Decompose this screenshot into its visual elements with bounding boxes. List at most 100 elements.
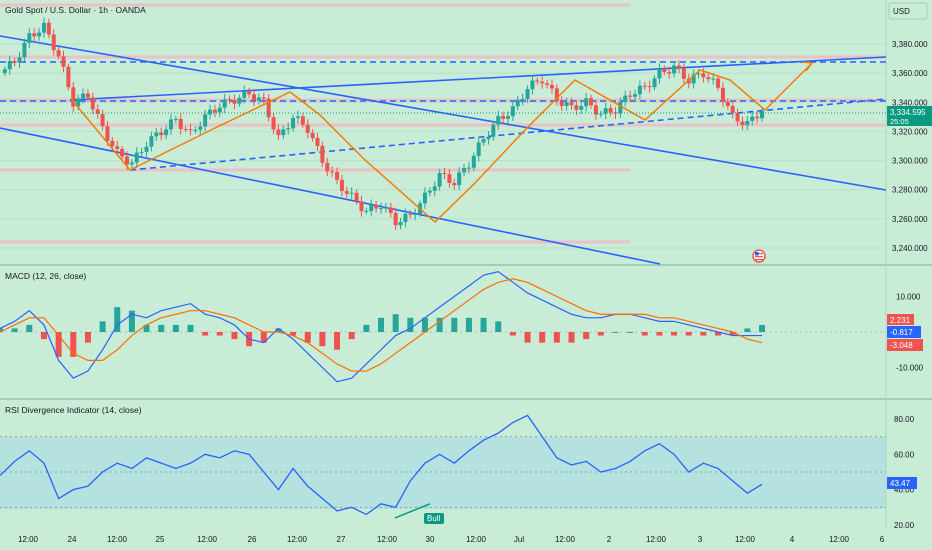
candle-body [310, 132, 315, 138]
symbol-title[interactable]: Gold Spot / U.S. Dollar · 1h · OANDA [5, 5, 146, 15]
candle-body [481, 139, 486, 143]
candle-body [535, 80, 540, 82]
macd-histogram-bar [40, 332, 47, 340]
x-axis-ticks: 12:00 24 12:00 25 12:00 26 12:00 27 12:00 30 12:00… [18, 535, 885, 544]
candle-body [2, 69, 7, 74]
price-tick-label: 3,340.000 [892, 98, 928, 107]
candle-body [173, 118, 178, 120]
candle-body [90, 97, 95, 110]
price-tick-label: 3,380.000 [892, 40, 928, 49]
candle-body [374, 204, 379, 209]
candle-body [183, 128, 188, 130]
candle-body [564, 102, 569, 106]
candle-body [115, 146, 120, 149]
macd-histogram-bar [84, 332, 91, 343]
candle-body [496, 115, 501, 125]
macd-histogram-bar [378, 317, 384, 332]
macd-histogram-bar [187, 324, 194, 332]
candle-body [61, 56, 66, 67]
candle-body [545, 83, 550, 85]
pink-zone [0, 55, 886, 59]
macd-histogram-bar [553, 332, 560, 343]
candle-body [642, 85, 647, 87]
candle-body [232, 99, 237, 104]
macd-histogram-bar [671, 332, 678, 336]
candle-body [628, 95, 633, 97]
candle-body [37, 32, 42, 37]
macd-histogram-bar [627, 332, 634, 333]
candle-body [17, 57, 22, 63]
candle-body [242, 91, 247, 98]
candle-body [27, 33, 32, 43]
candle-body [403, 213, 408, 223]
currency-button[interactable] [888, 2, 928, 20]
price-axis-bg [886, 0, 932, 550]
pink-zone [0, 98, 886, 102]
orange-zigzag [71, 61, 814, 224]
trend-line [0, 127, 661, 265]
us-flag-icon[interactable] [752, 249, 766, 263]
candle-body [330, 171, 335, 173]
time-tick-label: 27 [337, 535, 346, 544]
time-tick-label: 30 [426, 535, 435, 544]
candle-body [76, 98, 81, 107]
candle-body [178, 118, 183, 129]
candle-body [22, 42, 27, 58]
candle-body [422, 192, 427, 204]
macd-histogram-bar [0, 328, 3, 332]
macd-histogram-bar [55, 332, 62, 357]
candle-body [188, 129, 193, 131]
macd-line-value: -0.817 [890, 328, 913, 337]
macd-title[interactable]: MACD (12, 26, close) [5, 271, 86, 281]
candle-body [81, 93, 86, 99]
candle-body [212, 109, 217, 113]
pink-zone [0, 3, 630, 7]
candle-body [344, 191, 349, 194]
candle-body [525, 89, 530, 99]
macd-histogram-bar [480, 317, 487, 332]
candle-body [559, 101, 564, 106]
bull-label: Bull [427, 514, 441, 523]
macd-histogram-bar [143, 324, 150, 332]
candle-body [569, 102, 574, 106]
candle-body [66, 66, 71, 88]
candle-body [295, 116, 300, 118]
rsi-value-tag [887, 477, 917, 489]
candle-body [427, 190, 432, 193]
candle-body [584, 98, 589, 107]
candle-body [276, 129, 281, 136]
price-tick-label: 3,320.000 [892, 127, 928, 136]
candle-body [530, 80, 535, 90]
candle-body [730, 105, 735, 113]
macd-histogram-bar [260, 332, 267, 343]
candle-body [681, 67, 686, 79]
candle-body [335, 171, 340, 180]
candle-body [164, 129, 169, 136]
candle-body [198, 126, 203, 130]
rsi-series [0, 414, 763, 519]
candle-body [100, 113, 105, 127]
candle-body [325, 162, 330, 172]
macd-histogram-bar [524, 332, 531, 343]
time-tick-label: 25 [156, 535, 165, 544]
time-tick-label: 12:00 [197, 535, 218, 544]
price-tick-label: 3,260.000 [892, 215, 928, 224]
candle-body [247, 91, 252, 95]
candle-body [271, 117, 276, 130]
macd-histogram-bar [568, 332, 575, 343]
candle-body [706, 77, 711, 80]
candle-body [725, 101, 730, 106]
trend-line [0, 35, 887, 191]
candle-body [491, 124, 496, 137]
candle-body [549, 84, 554, 89]
candle-body [315, 137, 320, 146]
candle-body [120, 148, 125, 157]
candle-body [139, 151, 144, 153]
candle-body [735, 112, 740, 122]
macd-histogram-bar [392, 314, 399, 332]
time-tick-label: 12:00 [287, 535, 308, 544]
macd-histogram-bar [729, 332, 736, 336]
time-axis-bg [0, 527, 932, 550]
rsi-title[interactable]: RSI Divergence Indicator (14, close) [5, 405, 142, 415]
candle-body [149, 136, 154, 147]
